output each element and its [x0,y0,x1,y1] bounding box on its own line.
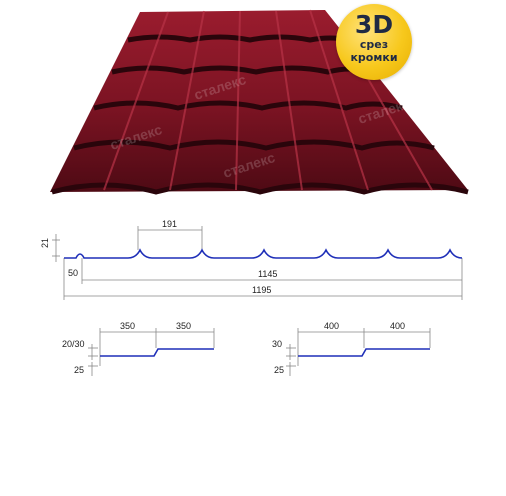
step-400-left-dim: 400 [324,321,339,331]
step-350-height: 20/30 [62,339,85,349]
profile-section-drawing: 21 191 50 1145 1195 [40,219,463,300]
dim-edge: 50 [68,268,78,278]
badge-line-2: срез [359,38,389,51]
step-350-right-dim: 350 [176,321,191,331]
badge-line-3: кромки [350,51,398,64]
step-profile-350 [100,348,214,357]
dim-useful-width: 1145 [258,269,277,279]
tile-steps [51,34,469,195]
dim-total-width: 1195 [252,285,271,295]
step-350-base: 25 [74,365,84,375]
step-diagram-350: 350 350 20/30 25 [62,321,215,376]
profile-line [64,248,463,259]
step-350-left-dim: 350 [120,321,135,331]
step-profile-400 [298,348,430,357]
dim-wave-step: 191 [162,219,177,229]
roof-tile-image: сталекс сталекс сталекс сталекс [50,9,469,195]
step-400-height: 30 [272,339,282,349]
badge-3d-text: 3D [354,10,394,39]
dim-height: 21 [40,238,50,248]
step-400-base: 25 [274,365,284,375]
step-diagram-400: 400 400 30 25 [272,321,431,376]
3d-edge-badge: 3D срез кромки [336,4,412,80]
step-400-right-dim: 400 [390,321,405,331]
